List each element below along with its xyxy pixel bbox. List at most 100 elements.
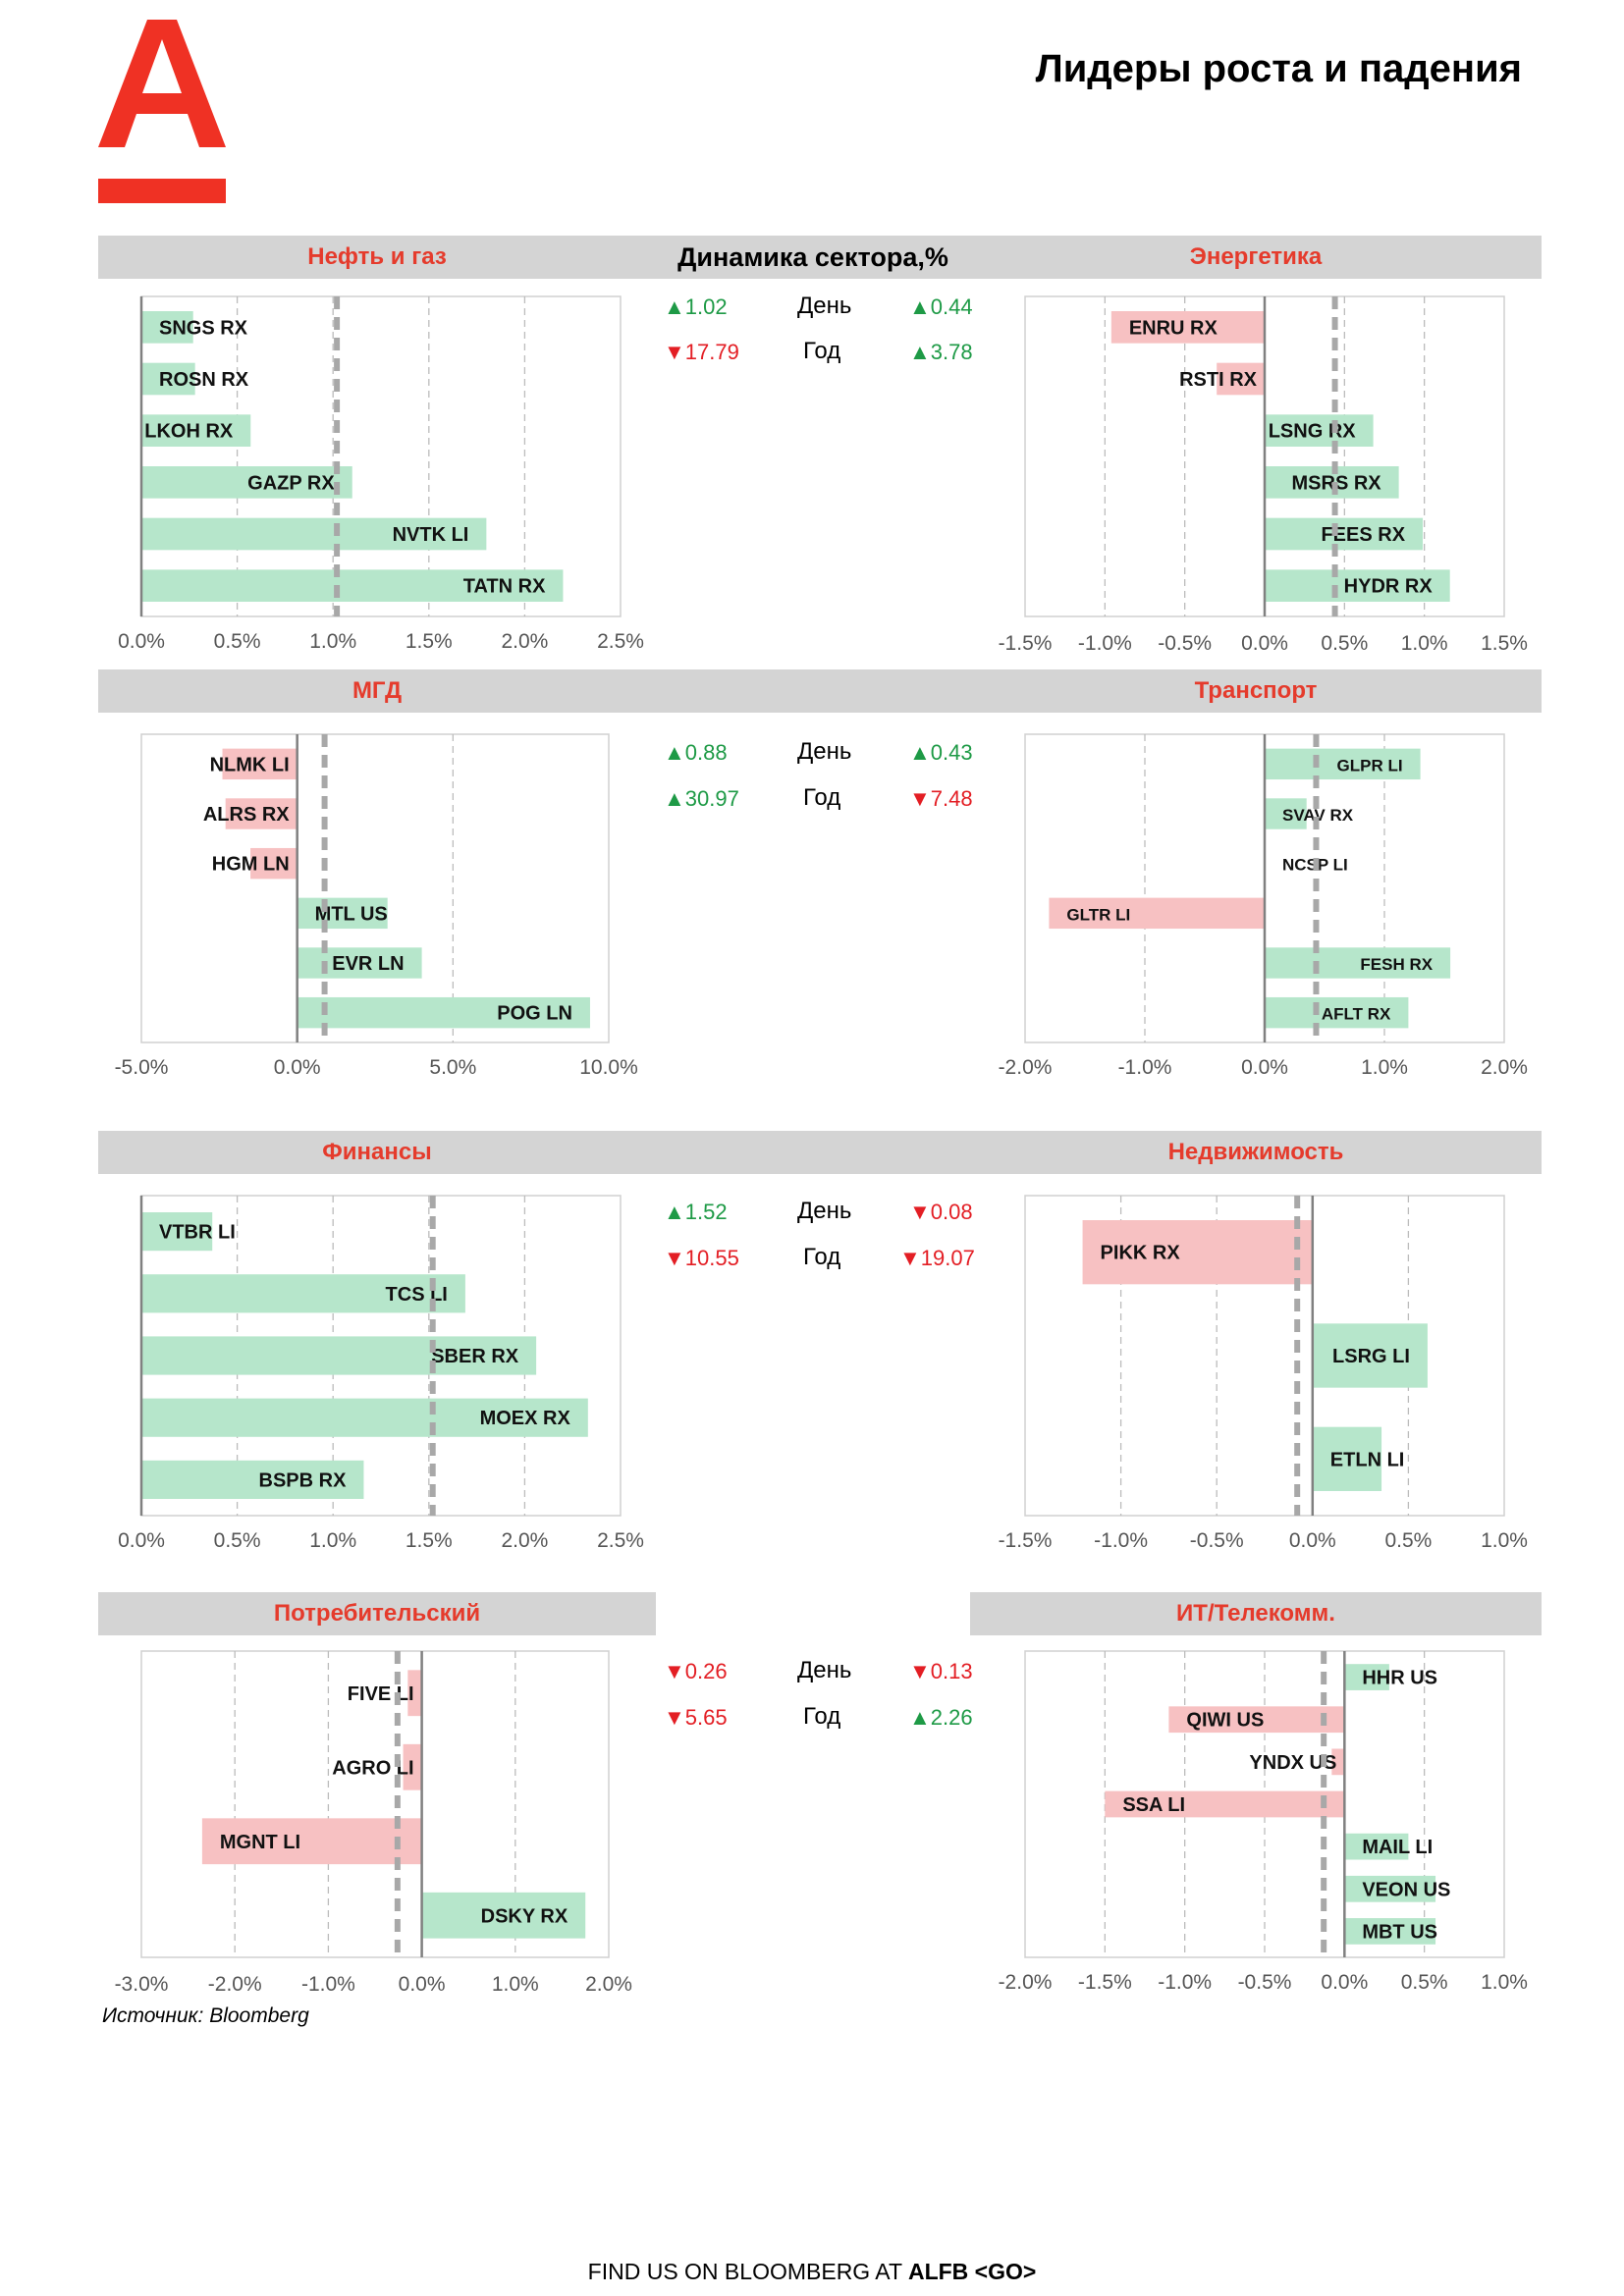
tick-label: 2.0%: [501, 630, 548, 653]
bar-label: HHR US: [1362, 1668, 1437, 1689]
sector-title-metals: МГД: [352, 677, 403, 704]
sector-band-row-3: [98, 1131, 1542, 1174]
bar-label: NLMK LI: [210, 754, 290, 775]
bar-label: HYDR RX: [1344, 576, 1434, 598]
sector-band-row-4-left: [98, 1592, 656, 1635]
tick-label: 1.0%: [1401, 632, 1448, 655]
plot-frame: [140, 295, 622, 617]
plot-frame: [1024, 1195, 1505, 1517]
tick-label: -1.0%: [1158, 1971, 1212, 1994]
bar: [1049, 897, 1265, 930]
bar-label: DSKY RX: [481, 1905, 568, 1927]
bar-label: HGM LN: [212, 854, 290, 876]
bar: [141, 362, 195, 396]
bar-label: ALRS RX: [203, 804, 290, 826]
bar-label: ENRU RX: [1129, 317, 1218, 339]
tick-label: -5.0%: [115, 1056, 169, 1079]
footer-bloomberg-code: ALFB <GO>: [907, 2259, 1037, 2284]
bar-label: LSNG RX: [1269, 421, 1357, 443]
bar-label: TCS LI: [386, 1284, 448, 1306]
bar-label: AFLT RX: [1322, 1005, 1391, 1024]
bar-label: RSTI RX: [1179, 369, 1258, 391]
tick-label: 0.5%: [214, 1529, 261, 1552]
bar: [1265, 748, 1421, 780]
footer-text: FIND US ON BLOOMBERG AT: [587, 2259, 908, 2284]
tick-label: -1.5%: [999, 1529, 1053, 1552]
bar-label: NVTK LI: [393, 524, 469, 546]
page-title: Лидеры роста и падения: [1035, 47, 1522, 90]
bar: [222, 748, 298, 780]
tick-label: -3.0%: [115, 1973, 169, 1996]
sector-band-row-4-right: [970, 1592, 1542, 1635]
bar: [1265, 517, 1424, 551]
bar: [1265, 996, 1409, 1029]
bar-label: BSPB RX: [259, 1469, 348, 1491]
tick-label: 1.0%: [1481, 1529, 1528, 1552]
plot-frame: [140, 733, 610, 1043]
bar-label: GAZP RX: [247, 472, 335, 494]
sector-title-transport: Транспорт: [1194, 677, 1318, 704]
bar: [141, 1212, 213, 1252]
bar-label: AGRO LI: [332, 1757, 413, 1779]
bar: [297, 996, 590, 1029]
bar: [1110, 311, 1265, 344]
bar: [1105, 1790, 1345, 1818]
stat-right-year: ▲2.26: [909, 1705, 973, 1730]
tick-label: -1.0%: [1094, 1529, 1148, 1552]
tick-label: -0.5%: [1190, 1529, 1244, 1552]
tick-label: 0.0%: [118, 630, 165, 653]
bar-label: TATN RX: [463, 576, 546, 598]
tick-label: -1.5%: [999, 632, 1053, 655]
tick-label: 2.0%: [585, 1973, 632, 1996]
bar: [1265, 466, 1399, 499]
tick-label: 1.0%: [1361, 1056, 1408, 1079]
chart-it-telecom: -2.0% -1.5% -1.0% -0.5% 0.0% 0.5% 1.0% HHR US QI…: [999, 1650, 1528, 1994]
bar: [1168, 1706, 1345, 1734]
stat-left-year: ▼17.79: [664, 340, 739, 364]
sector-title-real-estate: Недвижимость: [1167, 1139, 1344, 1165]
stat-day-label: День: [797, 293, 852, 319]
tick-label: -2.0%: [999, 1971, 1053, 1994]
sector-dynamics-header: Динамика сектора,%: [677, 242, 948, 272]
sector-title-it-telecom: ИТ/Телекомм.: [1176, 1600, 1335, 1627]
chart-metals: -5.0% 0.0% 5.0% 10.0% NLMK LI ALRS RX HGM LN MT…: [115, 733, 638, 1079]
tick-label: -2.0%: [208, 1973, 262, 1996]
tick-label: 0.5%: [1384, 1529, 1432, 1552]
tick-label: -1.0%: [301, 1973, 355, 1996]
tick-label: 0.5%: [1401, 1971, 1448, 1994]
bar: [141, 311, 193, 344]
bar: [1082, 1220, 1313, 1285]
bar: [141, 517, 487, 551]
tick-label: 1.5%: [406, 1529, 453, 1552]
bar-label: SVAV RX: [1282, 806, 1354, 825]
stat-left-day: ▲1.02: [664, 294, 728, 319]
bar: [1344, 1875, 1436, 1902]
stat-year-label: Год: [803, 1244, 841, 1270]
bar-label: MGNT LI: [220, 1832, 300, 1853]
bar: [141, 1274, 465, 1313]
bar-label: YNDX US: [1249, 1752, 1336, 1774]
bar: [1344, 1664, 1389, 1690]
stat-right-year: ▼19.07: [899, 1246, 975, 1270]
sector-title-oil-gas: Нефть и газ: [307, 243, 447, 270]
tick-label: 1.5%: [406, 630, 453, 653]
tick-label: 0.0%: [1289, 1529, 1336, 1552]
bar-label: GLTR LI: [1066, 905, 1130, 924]
stat-right-day: ▼0.13: [909, 1659, 973, 1683]
stat-left-day: ▲0.88: [664, 740, 728, 765]
bar: [421, 1892, 586, 1939]
bar-label: PIKK RX: [1101, 1243, 1181, 1264]
bar-label: FESH RX: [1360, 955, 1433, 974]
bar-label: MBT US: [1362, 1921, 1437, 1943]
tick-label: 0.0%: [1241, 1056, 1288, 1079]
tick-label: 2.0%: [501, 1529, 548, 1552]
stat-year-label: Год: [803, 1703, 841, 1730]
bar: [1344, 1833, 1409, 1860]
bar: [141, 466, 352, 499]
chart-real-estate: -1.5% -1.0% -0.5% 0.0% 0.5% 1.0% PIKK RX LSRG L…: [999, 1195, 1528, 1552]
bar: [141, 414, 251, 447]
logo-underline: [98, 179, 226, 203]
stat-day-label: День: [797, 738, 852, 765]
bar: [141, 569, 564, 602]
